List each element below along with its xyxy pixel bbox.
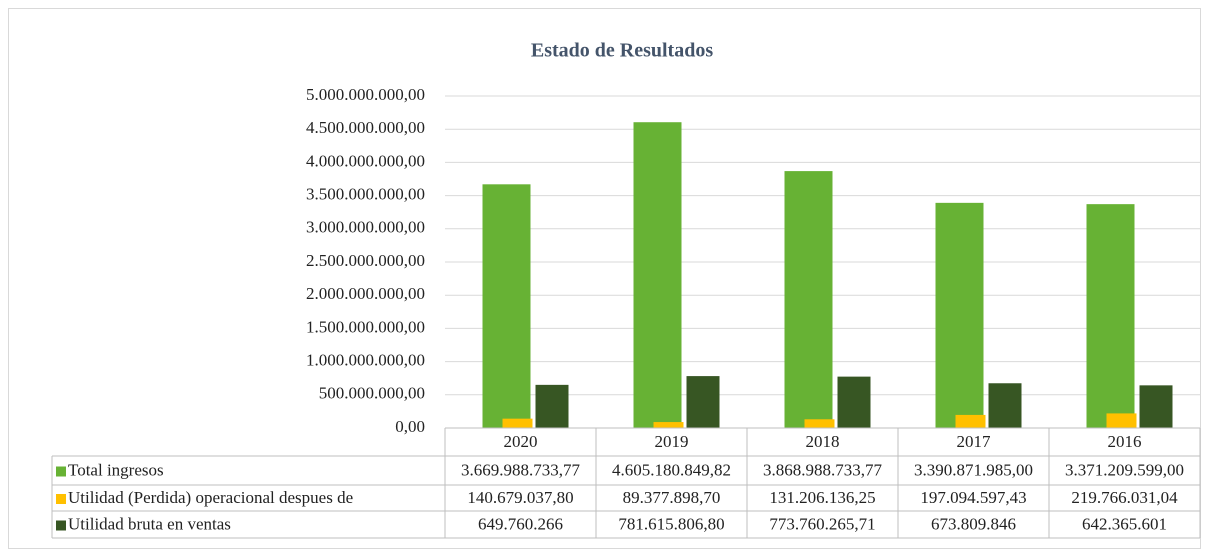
chart-border [8,8,1201,549]
legend-label: Utilidad (Perdida) operacional despues d… [68,488,353,507]
x-tick-label: 2017 [957,432,992,451]
table-value: 3.868.988.733,77 [763,460,883,479]
x-tick-label: 2019 [655,432,689,451]
table-value: 219.766.031,04 [1071,488,1178,507]
bar [784,171,833,428]
y-tick-label: 3.500.000.000,00 [306,185,425,204]
y-tick-label: 1.000.000.000,00 [306,351,425,370]
table-value: 89.377.898,70 [623,488,721,507]
table-value: 673.809.846 [931,514,1016,533]
x-tick-label: 2020 [504,432,538,451]
table-value: 131.206.136,25 [769,488,875,507]
bar [837,376,871,428]
y-tick-label: 3.000.000.000,00 [306,218,425,237]
bar [1086,204,1135,428]
table-value: 4.605.180.849,82 [612,460,731,479]
legend-key [56,520,66,531]
legend-key [56,466,66,477]
bar [482,184,531,428]
bar [935,202,984,428]
legend-label: Utilidad bruta en ventas [68,514,231,533]
bar [502,418,533,428]
y-tick-label: 1.500.000.000,00 [306,317,425,336]
table-value: 649.760.266 [478,514,563,533]
table-value: 642.365.601 [1082,514,1167,533]
bar [686,376,720,428]
legend-key [56,494,66,504]
table-value: 140.679.037,80 [467,488,573,507]
y-tick-label: 500.000.000,00 [319,384,425,403]
table-value: 197.094.597,43 [920,488,1026,507]
bar [1139,385,1173,428]
table-value: 3.371.209.599,00 [1065,460,1184,479]
bar [955,414,986,428]
table-value: 3.390.871.985,00 [914,460,1033,479]
table-value: 3.669.988.733,77 [461,460,581,479]
bar [1106,413,1137,428]
bar [804,419,835,428]
y-tick-label: 2.500.000.000,00 [306,251,425,270]
y-tick-label: 5.000.000.000,00 [306,85,425,104]
table-value: 781.615.806,80 [618,514,724,533]
bar [535,384,569,428]
bar [653,422,684,428]
table-value: 773.760.265,71 [769,514,875,533]
y-tick-label: 2.000.000.000,00 [306,284,425,303]
y-tick-label: 0,00 [395,417,425,436]
y-tick-label: 4.500.000.000,00 [306,118,425,137]
x-tick-label: 2016 [1108,432,1142,451]
bar [988,383,1022,428]
bar [633,122,682,428]
legend-label: Total ingresos [68,460,164,479]
x-tick-label: 2018 [806,432,840,451]
y-tick-label: 4.000.000.000,00 [306,151,425,170]
chart-title: Estado de Resultados [531,40,713,62]
